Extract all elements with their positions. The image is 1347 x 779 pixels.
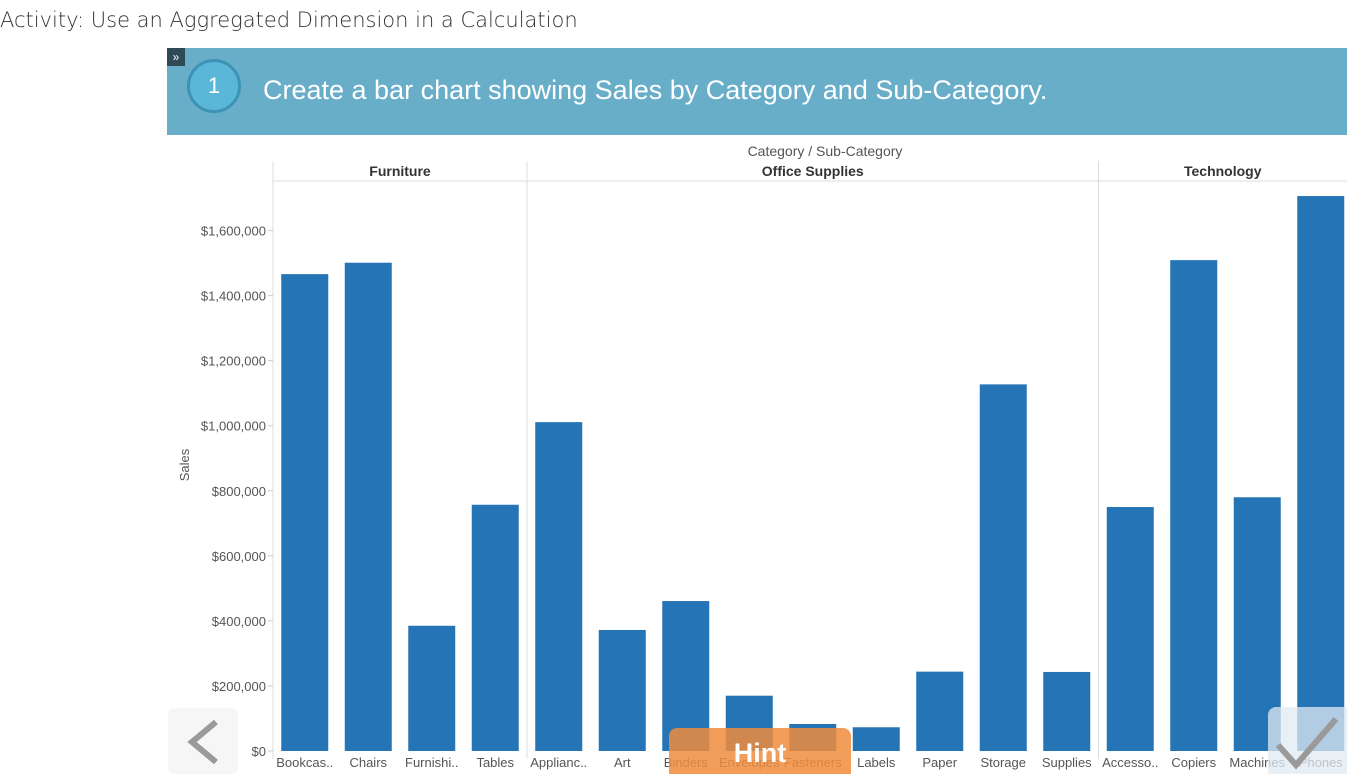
instruction-banner: » 1 Create a bar chart showing Sales by … <box>167 48 1347 135</box>
step-instruction: Create a bar chart showing Sales by Cate… <box>263 75 1048 105</box>
y-tick-label: $0 <box>252 744 266 759</box>
check-button[interactable] <box>1268 707 1347 774</box>
x-tick-label: Bookcas.. <box>276 755 333 770</box>
activity-title: Activity: Use an Aggregated Dimension in… <box>0 8 578 32</box>
y-tick-label: $800,000 <box>212 484 266 499</box>
chevron-left-icon <box>187 719 218 765</box>
chart-title: Category / Sub-Category <box>748 143 903 159</box>
x-tick-label: Furnishi.. <box>405 755 458 770</box>
bar <box>598 629 646 751</box>
bar <box>535 422 583 751</box>
x-tick-label: Tables <box>476 755 514 770</box>
x-tick-label: Storage <box>980 755 1026 770</box>
bar <box>344 262 392 751</box>
step-number-badge: 1 <box>187 59 241 113</box>
y-tick-label: $1,400,000 <box>201 289 266 304</box>
y-tick-label: $1,600,000 <box>201 224 266 239</box>
bar <box>1170 260 1218 751</box>
checkmark-icon <box>1275 717 1339 770</box>
x-tick-label: Art <box>614 755 631 770</box>
x-tick-label: Accesso.. <box>1102 755 1158 770</box>
x-tick-label: Applianc.. <box>530 755 587 770</box>
collapse-icon[interactable]: » <box>167 48 185 66</box>
x-tick-label: Labels <box>857 755 896 770</box>
y-tick-label: $400,000 <box>212 614 266 629</box>
y-axis-label: Sales <box>177 448 192 481</box>
group-header: Furniture <box>369 163 431 179</box>
y-tick-label: $1,000,000 <box>201 419 266 434</box>
bar <box>1106 507 1154 751</box>
bar <box>979 384 1027 751</box>
y-tick-label: $200,000 <box>212 679 266 694</box>
bar <box>408 625 456 751</box>
bar <box>1043 671 1091 751</box>
previous-button[interactable] <box>168 708 238 774</box>
x-tick-label: Paper <box>922 755 957 770</box>
group-header: Technology <box>1184 163 1262 179</box>
sales-bar-chart: Category / Sub-Category Sales $0 $200,000 $4… <box>177 143 1347 770</box>
bar <box>1297 196 1345 752</box>
x-tick-label: Chairs <box>349 755 387 770</box>
bar <box>916 671 964 751</box>
bar <box>281 274 329 751</box>
y-tick-label: $1,200,000 <box>201 354 266 369</box>
x-tick-label: Copiers <box>1171 755 1216 770</box>
bar <box>852 727 900 751</box>
hint-button[interactable]: Hint <box>669 728 851 774</box>
bar <box>662 601 710 751</box>
bar <box>471 504 519 751</box>
y-tick-label: $600,000 <box>212 549 266 564</box>
group-header: Office Supplies <box>762 163 864 179</box>
x-tick-label: Supplies <box>1042 755 1092 770</box>
